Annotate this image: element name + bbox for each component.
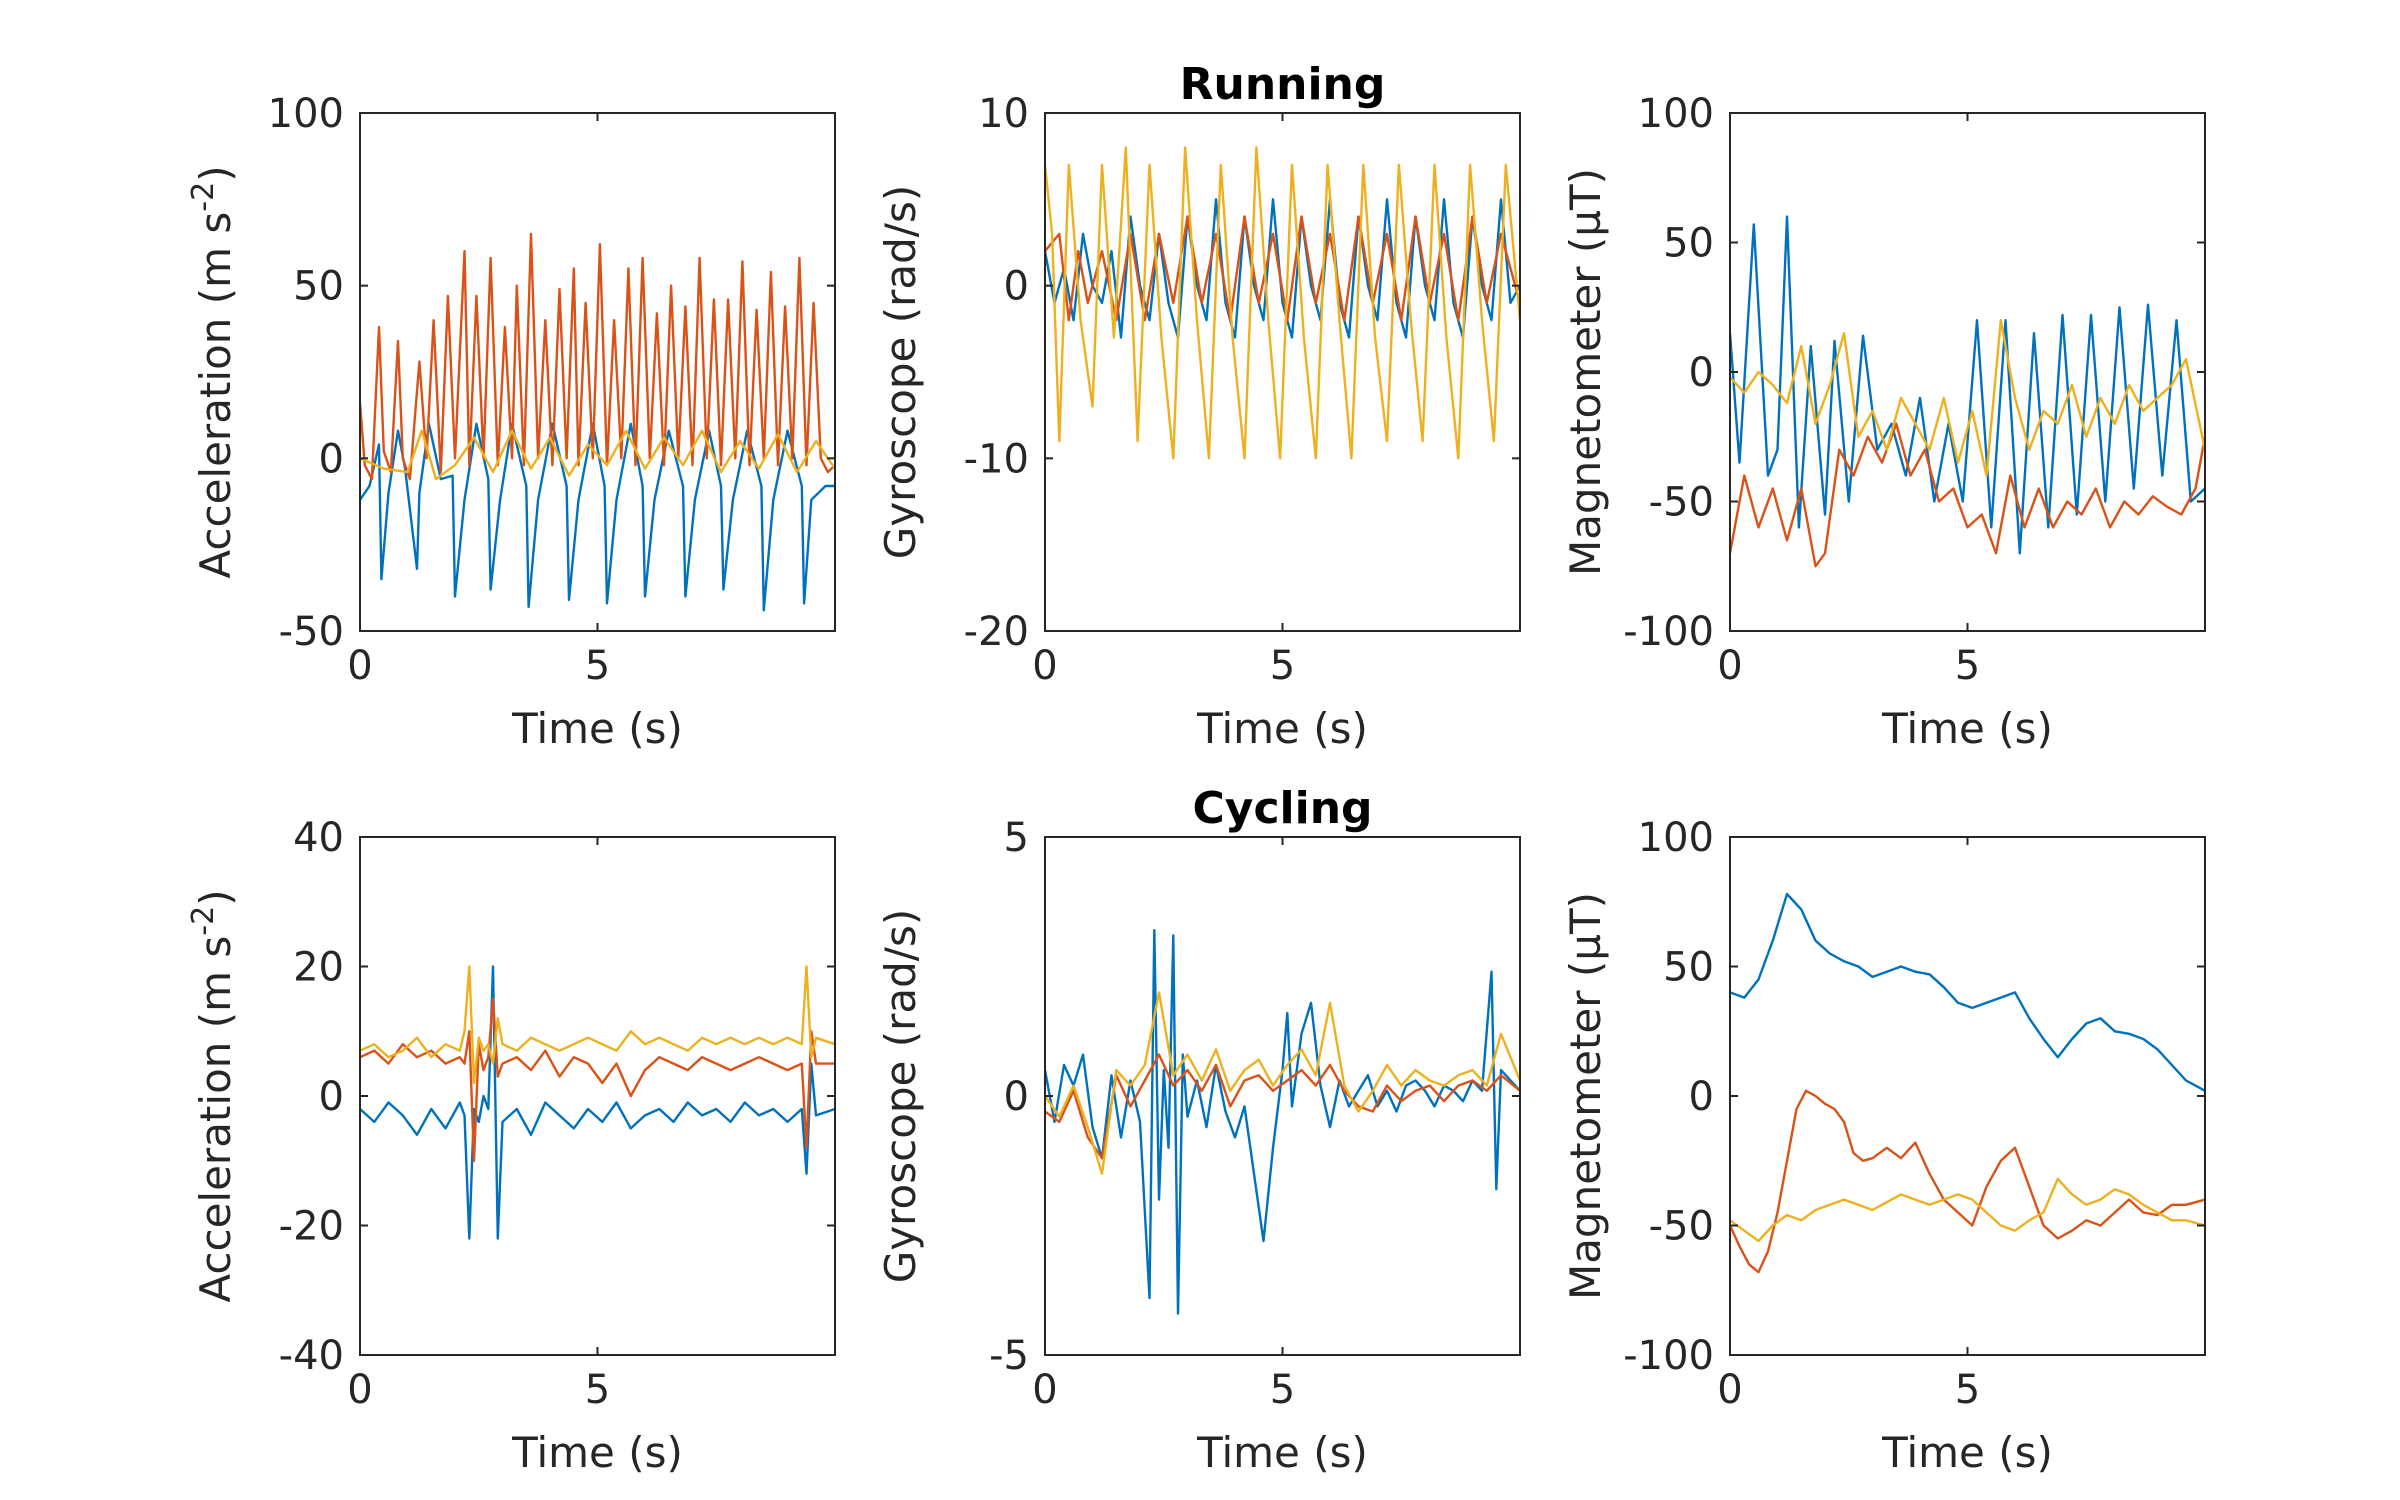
x-tick-label: 0 (347, 1367, 372, 1413)
series-line-1 (360, 422, 835, 612)
y-tick-label: 0 (319, 436, 344, 482)
series-line-2 (360, 232, 835, 481)
series-line-3 (1730, 319, 2205, 477)
plot-area (359, 112, 836, 632)
y-tick-label: 40 (293, 815, 344, 861)
series-group (1045, 146, 1520, 460)
series-line-1 (1045, 929, 1520, 1315)
x-axis-label: Time (s) (1196, 1428, 1368, 1477)
y-tick-label: 50 (1663, 221, 1714, 267)
y-tick-label: -5 (989, 1333, 1029, 1379)
x-axis-label: Time (s) (1196, 704, 1368, 753)
x-tick-label: 5 (1955, 643, 1980, 689)
y-tick-label: -10 (964, 436, 1029, 482)
panel-running-gyro: 0 5 -20 -10 0 10 Time (s) Gyroscope (rad/s) Runn… (876, 59, 1521, 753)
plot-area (359, 836, 836, 1356)
y-tick-label: -50 (1649, 1204, 1714, 1250)
series-line-3 (1045, 991, 1520, 1175)
x-tick-label: 0 (1717, 643, 1742, 689)
panel-title: Running (1180, 59, 1386, 110)
x-tick-label: 5 (585, 643, 610, 689)
plot-area (1729, 112, 2206, 632)
y-axis-label: Acceleration (m s-2) (186, 165, 241, 578)
x-axis-label: Time (s) (511, 1428, 683, 1477)
y-axis-label: Gyroscope (rad/s) (876, 185, 925, 559)
y-tick-label: 50 (293, 264, 344, 310)
panel-running-mag: 0 5 -100 -50 0 50 100 Time (s) Magnetometer (µT) (1561, 91, 2206, 753)
y-tick-label: -100 (1623, 1333, 1714, 1379)
series-line-1 (1730, 892, 2205, 1092)
series-line-1 (360, 965, 835, 1240)
y-axis-label: Acceleration (m s-2) (186, 889, 241, 1302)
x-tick-label: 0 (1032, 643, 1057, 689)
y-tick-label: -20 (964, 609, 1029, 655)
y-tick-label: -20 (279, 1204, 344, 1250)
panel-title: Cycling (1192, 783, 1372, 834)
series-line-1 (1730, 215, 2205, 555)
panel-cycling-mag: 0 5 -100 -50 0 50 100 Time (s) Magnetometer (µT) (1561, 815, 2206, 1477)
y-tick-label: 50 (1663, 945, 1714, 991)
x-tick-label: 5 (1270, 643, 1295, 689)
y-tick-label: -40 (279, 1333, 344, 1379)
y-tick-label: 0 (319, 1074, 344, 1120)
series-line-2 (360, 997, 835, 1163)
series-group (1045, 929, 1520, 1315)
y-tick-label: 10 (978, 91, 1029, 137)
series-line-3 (1730, 1177, 2205, 1243)
series-group (360, 965, 835, 1240)
series-line-3 (360, 429, 835, 481)
x-tick-label: 5 (585, 1367, 610, 1413)
y-tick-label: -50 (1649, 480, 1714, 526)
plot-area (1729, 836, 2206, 1356)
panel-cycling-acc: 0 5 -40 -20 0 20 40 Time (s) Acceleration (m s-2… (186, 815, 836, 1477)
series-line-2 (1730, 1089, 2205, 1274)
y-tick-label: -50 (279, 609, 344, 655)
y-tick-label: 100 (1638, 815, 1714, 861)
x-axis-label: Time (s) (1881, 1428, 2053, 1477)
y-axis-label: Magnetometer (µT) (1561, 892, 1610, 1300)
x-tick-label: 5 (1955, 1367, 1980, 1413)
series-group (1730, 215, 2205, 568)
y-tick-label: 0 (1004, 264, 1029, 310)
x-tick-label: 0 (1032, 1367, 1057, 1413)
series-line-2 (1730, 422, 2205, 568)
y-tick-label: 100 (1638, 91, 1714, 137)
series-line-3 (360, 965, 835, 1085)
x-axis-label: Time (s) (511, 704, 683, 753)
x-axis-label: Time (s) (1881, 704, 2053, 753)
series-group (360, 232, 835, 612)
x-tick-label: 0 (347, 643, 372, 689)
y-tick-label: 0 (1004, 1074, 1029, 1120)
y-tick-label: 100 (268, 91, 344, 137)
y-axis-label: Magnetometer (µT) (1561, 168, 1610, 576)
series-line-2 (1045, 1053, 1520, 1160)
y-tick-label: 0 (1689, 1074, 1714, 1120)
x-tick-label: 0 (1717, 1367, 1742, 1413)
y-tick-label: 20 (293, 945, 344, 991)
y-tick-label: -100 (1623, 609, 1714, 655)
x-tick-label: 5 (1270, 1367, 1295, 1413)
series-line-3 (1045, 146, 1520, 460)
series-group (1730, 892, 2205, 1274)
y-tick-label: 0 (1689, 350, 1714, 396)
y-axis-label: Gyroscope (rad/s) (876, 909, 925, 1283)
y-tick-label: 5 (1004, 815, 1029, 861)
